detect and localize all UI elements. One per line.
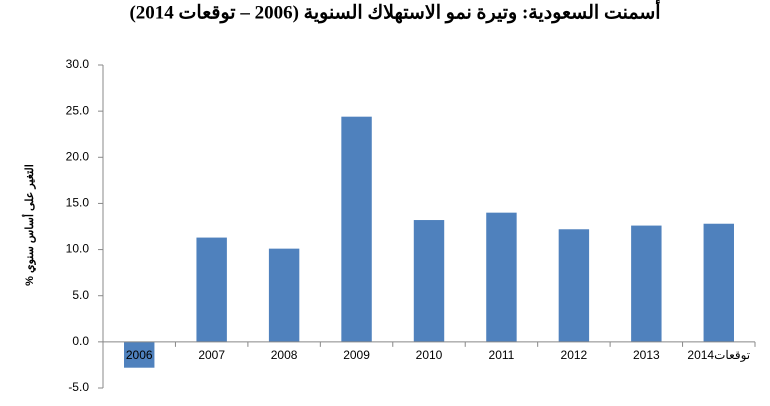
x-tick-label: 2006: [126, 348, 153, 362]
y-tick-label: 5.0: [72, 288, 89, 302]
x-tick-label: 2007: [198, 348, 225, 362]
x-tick-label: 2011: [489, 348, 515, 362]
y-tick-label: -5.0: [68, 380, 89, 394]
y-axis-label: التغير على أساس سنوي %: [22, 164, 37, 286]
bar: [341, 116, 372, 342]
bar: [413, 220, 445, 342]
bar: [268, 248, 300, 342]
bar: [703, 223, 734, 342]
bar: [196, 237, 227, 342]
bar: [124, 341, 155, 368]
x-tick-label: 2013: [633, 348, 660, 362]
y-tick-label: 10.0: [66, 242, 90, 256]
chart-title: أسمنت السعودية: وتيرة نمو الاستهلاك السن…: [129, 0, 660, 23]
x-tick-label: 2010: [416, 348, 443, 362]
bar: [486, 212, 517, 342]
y-tick-label: 30.0: [66, 57, 90, 71]
x-tick-label: توقعات2014: [687, 348, 750, 362]
y-tick-label: 0.0: [72, 334, 89, 348]
y-tick-label: 15.0: [66, 196, 90, 210]
y-tick-label: 25.0: [66, 103, 90, 117]
x-tick-label: 2009: [343, 348, 370, 362]
bar: [558, 229, 590, 342]
x-tick-label: 2008: [271, 348, 298, 362]
bar: [631, 225, 662, 342]
y-tick-label: 20.0: [66, 149, 90, 163]
x-tick-label: 2012: [561, 348, 588, 362]
